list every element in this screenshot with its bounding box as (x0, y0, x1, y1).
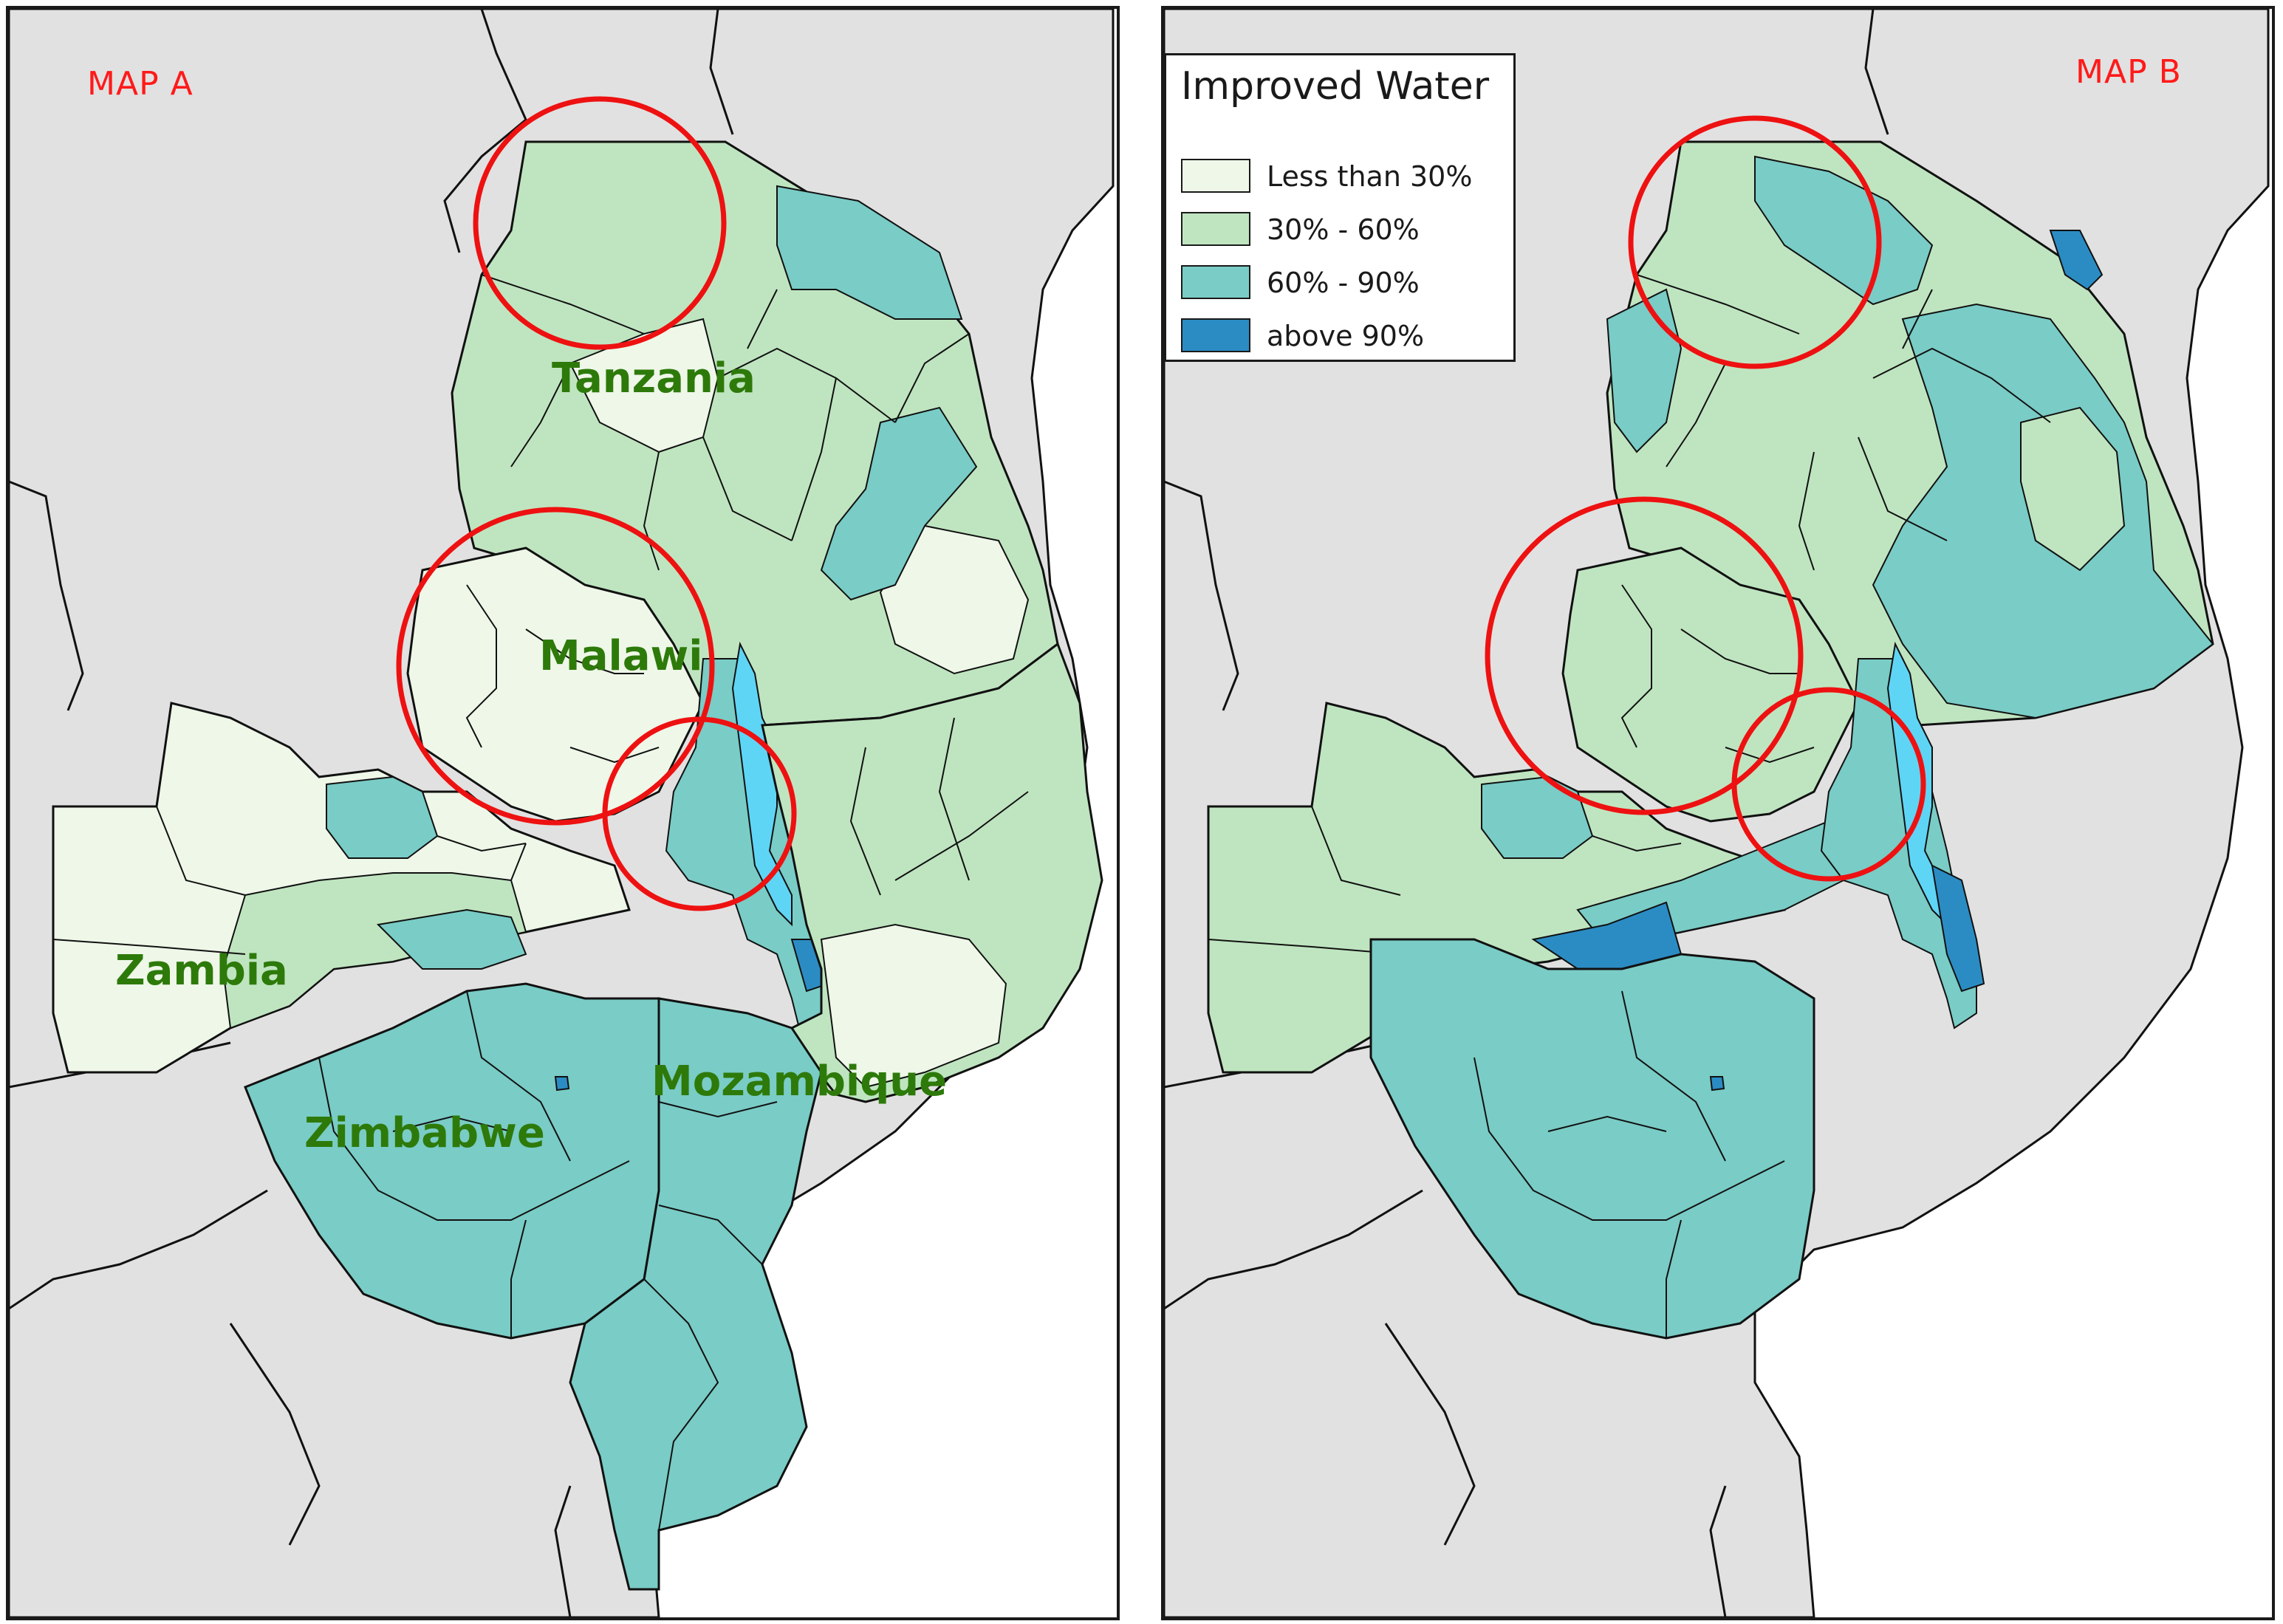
region-zambia-high (326, 775, 439, 859)
legend-label: 30% - 60% (1267, 213, 1420, 246)
legend: Improved Water Less than 30% 30% - 60% 6… (1164, 53, 1516, 362)
legend-item: 30% - 60% (1181, 212, 1506, 249)
map-a-title: MAP A (87, 65, 194, 103)
malawi-high-pockets (1931, 864, 1985, 993)
region-mozambique-low (820, 923, 1007, 1089)
label-zambia: Zambia (115, 947, 288, 995)
legend-swatch (1181, 265, 1250, 299)
tanzania-internal-borders (481, 274, 970, 571)
region-zambia-high (1481, 775, 1594, 859)
malawi-area-internal (465, 584, 660, 764)
lake-malawi (731, 641, 793, 927)
zimbabwe-internal (318, 990, 630, 1338)
label-zimbabwe: Zimbabwe (304, 1109, 545, 1157)
legend-swatch (1181, 159, 1250, 193)
highlight-circle-malawi-area (396, 507, 715, 826)
region-tanzania-mid-east (2020, 406, 2126, 572)
region-tanzania-high-2 (1754, 155, 1934, 306)
highlight-circle-malawi-south (1731, 687, 1926, 882)
region-zimbabwe (1369, 938, 1815, 1340)
legend-item: Less than 30% (1181, 159, 1506, 196)
region-tanzania-high-2 (820, 406, 978, 601)
label-malawi: Malawi (539, 632, 703, 680)
map-a-canvas (9, 9, 1115, 1617)
map-b-title: MAP B (2075, 53, 2182, 91)
highlight-circle-tanzania (473, 96, 727, 350)
zambia-internal-borders (52, 806, 527, 955)
legend-label: above 90% (1267, 320, 1425, 352)
region-zambia-high-2 (376, 908, 527, 970)
region-tanzania-top (2049, 230, 2104, 291)
legend-label: 60% - 90% (1267, 267, 1420, 299)
zimbabwe-city-pocket (554, 1076, 570, 1092)
legend-item: above 90% (1181, 318, 1506, 355)
legend-title: Improved Water (1181, 64, 1490, 109)
label-tanzania: Tanzania (552, 354, 756, 402)
region-tanzania-low (569, 318, 719, 453)
region-tanzania-high (1606, 288, 1683, 453)
highlight-circle-tanzania (1628, 115, 1882, 369)
legend-label: Less than 30% (1267, 160, 1473, 193)
map-a-panel: MAP A Tanzania Malawi Zambia Zimbabwe Mo… (6, 6, 1120, 1620)
legend-swatch (1181, 318, 1250, 352)
zimbabwe-city-pocket (1709, 1076, 1725, 1092)
highlight-circle-malawi-south (602, 716, 797, 911)
legend-swatch (1181, 212, 1250, 246)
legend-item: 60% - 90% (1181, 265, 1506, 302)
region-zimbabwe (244, 982, 660, 1340)
map-b-panel: MAP B Improved Water Less than 30% 30% -… (1161, 6, 2275, 1620)
mozambique-internal (643, 717, 1029, 1531)
map-b-canvas (1164, 9, 2270, 1617)
region-malawi-area (1561, 547, 1860, 823)
zimbabwe-internal (1473, 990, 1785, 1338)
highlight-circle-malawi-area (1485, 496, 1804, 815)
region-tanzania-high (776, 185, 963, 320)
tanzania-internal-borders (1636, 274, 2051, 571)
region-tanzania-low-2 (879, 524, 1030, 675)
label-mozambique: Mozambique (651, 1058, 948, 1106)
